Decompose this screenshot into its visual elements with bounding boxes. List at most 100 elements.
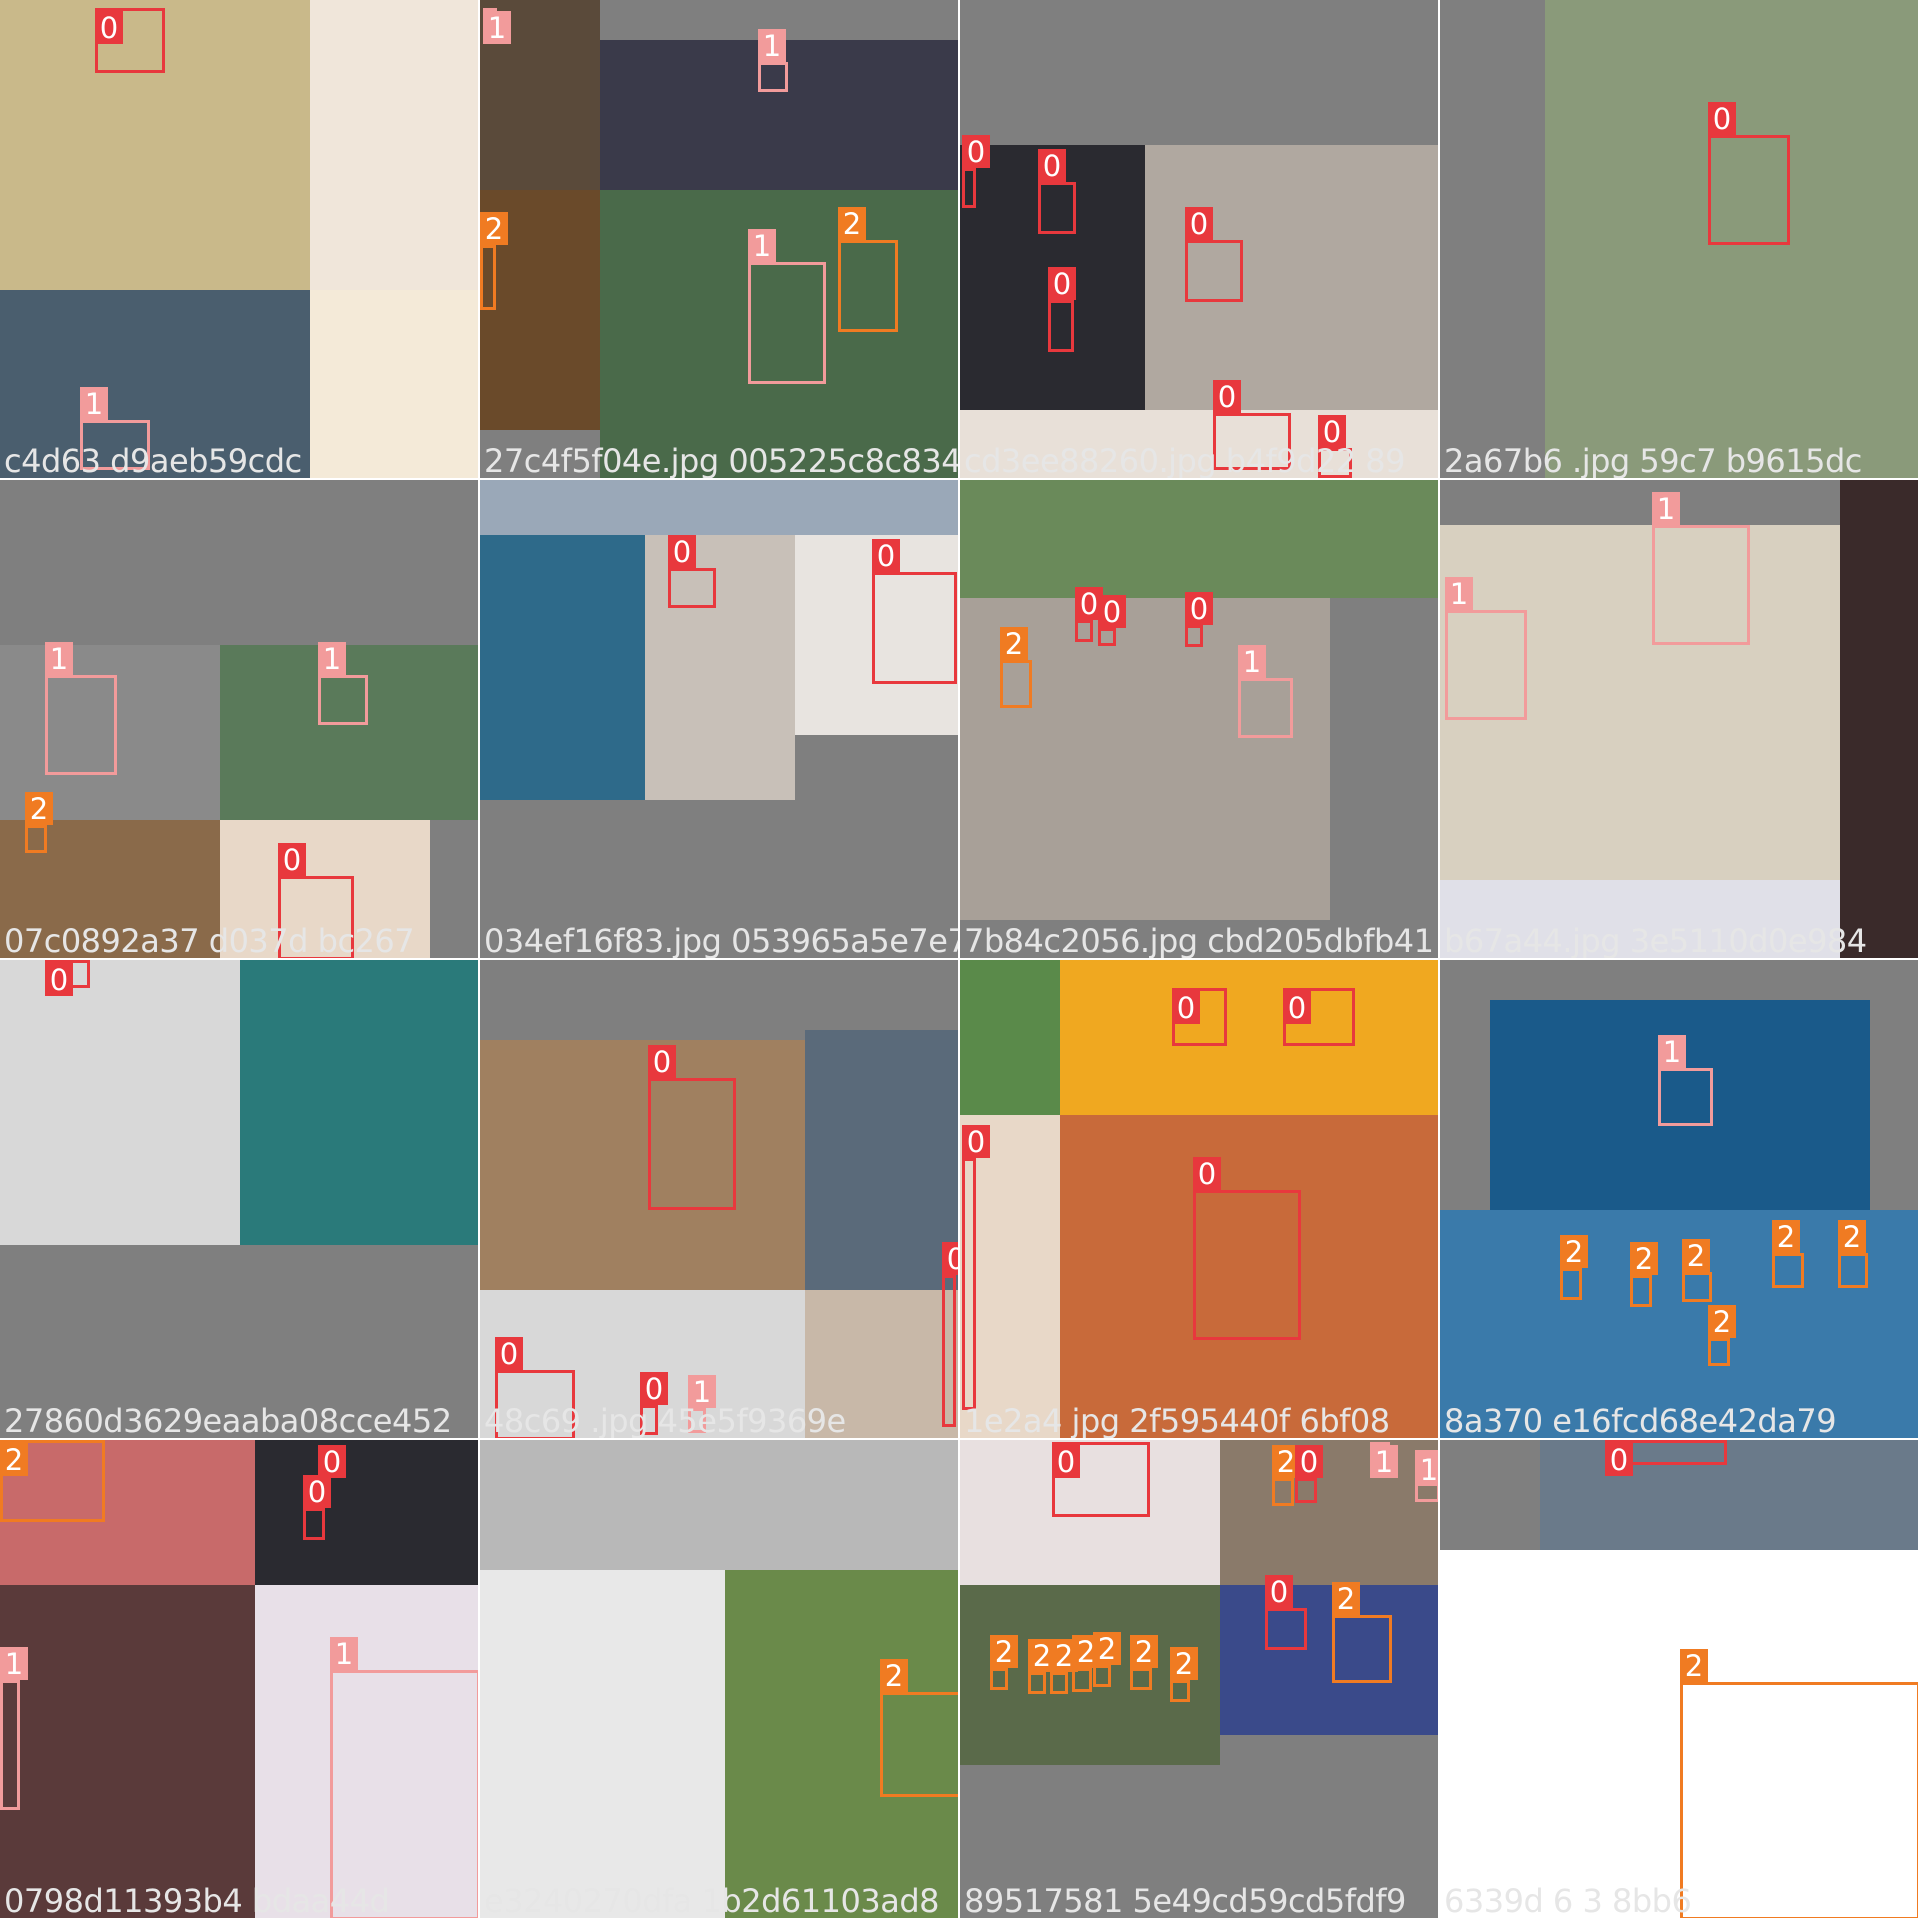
- bounding-box: 1: [1415, 1450, 1438, 1502]
- file-name-label: 1e2a4 jpg 2f595440f 6bf08: [964, 1402, 1390, 1440]
- bounding-box: 0: [942, 1242, 958, 1427]
- bounding-box: 0: [95, 8, 165, 73]
- photo-crop: [0, 1440, 255, 1585]
- mosaic-tile: 0 1 c4d63 d9aeb59cdc: [0, 0, 480, 480]
- photo-crop: [480, 480, 958, 535]
- class-label: 0: [962, 1125, 990, 1159]
- mosaic-tile: 0 2 0 1 1 2 2 2 2 2 2 2 0 2 89517581 5e49cd59cd5fdf9: [960, 1440, 1440, 1920]
- class-label: 2: [990, 1635, 1018, 1669]
- bounding-box: 0: [1185, 207, 1243, 302]
- bounding-box: 0: [1295, 1445, 1323, 1503]
- photo-crop: [960, 1440, 1220, 1585]
- bounding-box: 0: [1075, 587, 1103, 642]
- photo-crop: [1440, 880, 1840, 958]
- photo-crop: [960, 410, 1438, 478]
- bounding-box: 2: [1050, 1639, 1078, 1694]
- class-label: 1: [45, 642, 73, 676]
- photo-crop: [1440, 525, 1840, 880]
- photo-crop: [1330, 598, 1438, 920]
- file-name-label: 2a67b6 .jpg 59c7 b9615dc: [1444, 442, 1862, 480]
- mosaic-tile: 2 e3240270dfa 1b2d61103ad8: [480, 1440, 960, 1920]
- bounding-box: 0: [1193, 1157, 1301, 1340]
- class-label: 1: [1415, 1453, 1438, 1487]
- class-label: 0: [1098, 595, 1126, 629]
- file-name-label: 27860d3629eaaba08cce452: [4, 1402, 452, 1440]
- bounding-box: 0: [1052, 1442, 1150, 1517]
- file-name-label: 8a370 e16fcd68e42da79: [1444, 1402, 1837, 1440]
- bounding-box: 2: [1838, 1220, 1868, 1288]
- bounding-box: 0: [1172, 988, 1227, 1046]
- photo-crop: [240, 960, 478, 1245]
- bounding-box: 2: [480, 212, 508, 310]
- photo-crop: [1220, 1440, 1438, 1585]
- bounding-box: 1: [1238, 645, 1293, 738]
- mosaic-tile: 0 0 034ef16f83.jpg 053965a5e7e7: [480, 480, 960, 960]
- photo-crop: [480, 535, 645, 800]
- class-label: 0: [1318, 415, 1346, 449]
- bounding-box: 0: [1708, 102, 1790, 245]
- bounding-box: 2: [1332, 1582, 1392, 1683]
- class-label: 0: [1283, 991, 1311, 1025]
- photo-crop: [600, 190, 958, 478]
- photo-crop: [480, 1040, 805, 1290]
- class-label: 0: [872, 539, 900, 573]
- bounding-box: 2: [1072, 1635, 1100, 1692]
- class-label: 0: [1172, 991, 1200, 1025]
- photo-crop: [600, 40, 958, 190]
- bounding-box: 1: [1370, 1442, 1398, 1479]
- class-label: 0: [45, 963, 73, 997]
- mosaic-tile: 0 0 0 0 1e2a4 jpg 2f595440f 6bf08: [960, 960, 1440, 1440]
- file-name-label: 0798d11393b4 bdaa44d: [4, 1882, 390, 1920]
- file-name-label: 6339d 6 3 8bb6: [1444, 1882, 1692, 1920]
- file-name-label: 034ef16f83.jpg 053965a5e7e7: [484, 922, 960, 960]
- photo-crop: [960, 0, 1438, 145]
- class-label: 2: [1772, 1220, 1800, 1254]
- class-label: 0: [95, 11, 123, 45]
- mosaic-tile: 1 1 2 0 07c0892a37 d037d bc267: [0, 480, 480, 960]
- mosaic-tile: 1 2 2 2 2 2 2 8a370 e16fcd68e42da79: [1440, 960, 1920, 1440]
- class-label: 0: [278, 843, 306, 877]
- photo-crop: [960, 1115, 1060, 1438]
- photo-crop: [1840, 480, 1918, 958]
- bounding-box: 2: [1682, 1239, 1712, 1302]
- mosaic-tile: 2 0 0 1 1 0798d11393b4 bdaa44d: [0, 1440, 480, 1920]
- photo-crop: [220, 645, 478, 820]
- bounding-box: 2: [838, 207, 898, 332]
- file-name-label: c4d63 d9aeb59cdc: [4, 442, 302, 480]
- bounding-box: 2: [1028, 1639, 1056, 1694]
- bounding-box: 1: [483, 8, 511, 45]
- class-label: 2: [25, 792, 53, 826]
- class-label: 0: [942, 1242, 958, 1276]
- photo-crop: [310, 0, 478, 290]
- bounding-box: 0: [648, 1045, 736, 1210]
- bounding-box: 2: [1170, 1647, 1198, 1702]
- photo-crop: [480, 1570, 725, 1918]
- class-label: 1: [80, 387, 108, 421]
- photo-crop: [1440, 0, 1545, 478]
- photo-crop: [0, 645, 220, 820]
- bounding-box: 0: [318, 1445, 346, 1490]
- bounding-box: 0: [45, 960, 90, 997]
- photo-crop: [1545, 0, 1918, 478]
- class-label: 0: [668, 535, 696, 569]
- class-label: 1: [0, 1647, 28, 1681]
- bounding-box: 2: [1093, 1632, 1121, 1687]
- photo-crop: [480, 1440, 958, 1570]
- photo-crop: [960, 480, 1438, 598]
- file-name-label: 07c0892a37 d037d bc267: [4, 922, 415, 960]
- file-name-label: cd3ee88260.jpg b4f9d22 89: [964, 442, 1406, 480]
- bounding-box: 0: [495, 1337, 575, 1438]
- photo-crop: [255, 1585, 478, 1918]
- bounding-box: 2: [1560, 1235, 1588, 1300]
- class-label: 0: [1605, 1443, 1633, 1477]
- bounding-box: 1: [1658, 1035, 1713, 1126]
- class-label: 1: [1652, 492, 1680, 526]
- bounding-box: 2: [880, 1659, 958, 1797]
- photo-crop: [255, 1440, 478, 1585]
- class-label: 1: [1445, 577, 1473, 611]
- bounding-box: 0: [303, 1475, 331, 1540]
- class-label: 2: [1130, 1635, 1158, 1669]
- bounding-box: 0: [1098, 595, 1126, 646]
- mosaic-tile: 0 2 6339d 6 3 8bb6: [1440, 1440, 1920, 1920]
